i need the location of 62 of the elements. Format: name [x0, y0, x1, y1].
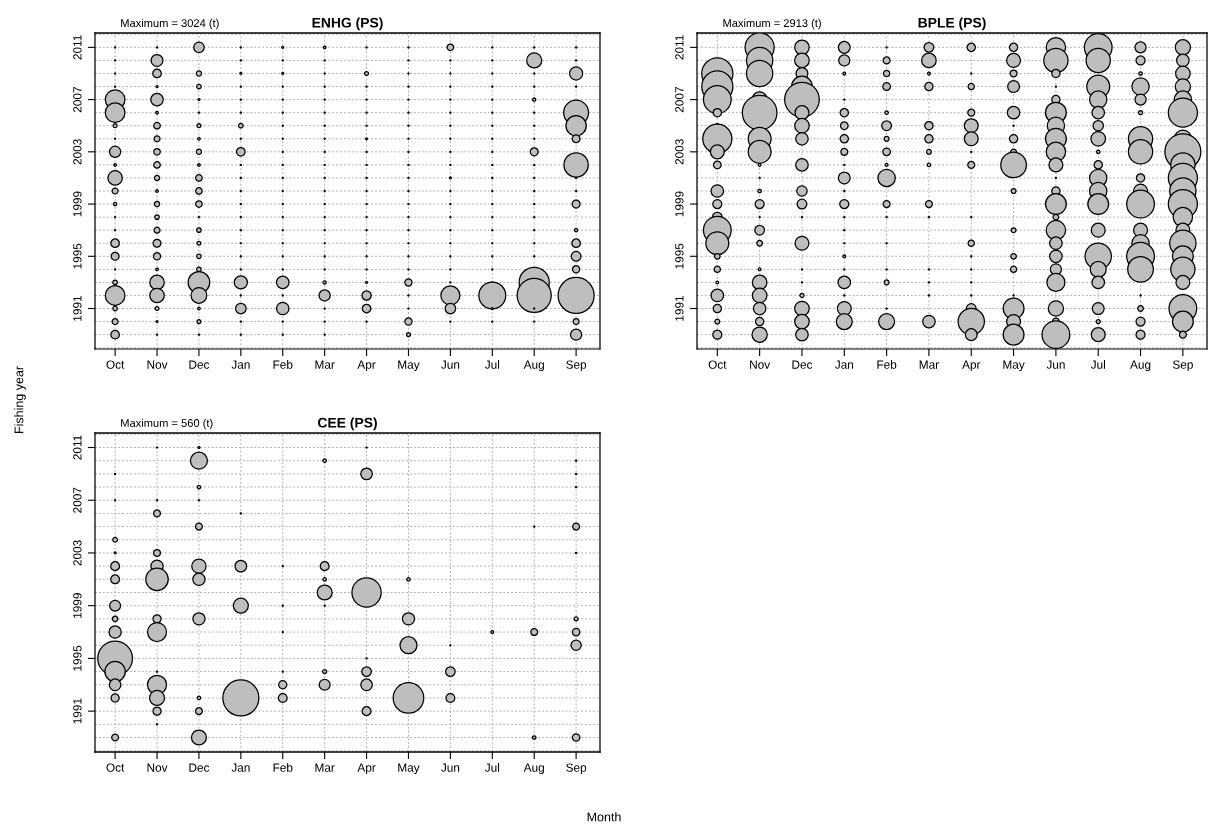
chart-title: CEE (PS)	[317, 417, 377, 431]
x-tick-label: Nov	[147, 763, 168, 772]
chart-title: BPLE (PS)	[918, 17, 986, 31]
x-tick-label: Sep	[566, 763, 587, 775]
x-tick-label: May	[398, 763, 420, 775]
x-tick-label: Apr	[357, 763, 376, 775]
x-tick-label: Dec	[792, 360, 813, 369]
x-tick-label: Aug	[523, 360, 544, 372]
x-tick-label: Apr	[357, 360, 376, 372]
x-tick-label: Dec	[189, 360, 210, 369]
x-tick-label: Jul	[484, 763, 500, 772]
x-tick-label: Apr	[962, 360, 981, 372]
x-tick-label: May	[1003, 360, 1025, 372]
x-tick-label: Nov	[147, 360, 168, 369]
y-tick-label: 1995	[73, 243, 82, 269]
x-tick-label: Aug	[523, 763, 544, 775]
y-tick-label: 2007	[73, 87, 82, 113]
x-tick-label: Oct	[106, 763, 125, 772]
y-axis-title: Fishing year	[14, 366, 26, 434]
x-tick-label: Sep	[566, 360, 587, 372]
y-tick-label: 1995	[675, 243, 684, 269]
y-tick-label: 2003	[675, 139, 684, 165]
x-tick-label: Oct	[708, 360, 727, 369]
y-tick-label: 2011	[73, 35, 82, 60]
x-tick-label: Sep	[1172, 360, 1193, 372]
x-tick-label: Feb	[273, 763, 293, 772]
x-tick-label: Feb	[273, 360, 293, 369]
x-axis-title: Month	[587, 812, 621, 822]
y-tick-label: 1999	[73, 191, 82, 217]
x-tick-label: Jan	[231, 763, 250, 772]
y-tick-label: 2003	[73, 540, 82, 566]
y-tick-label: 1999	[675, 191, 684, 217]
x-tick-label: May	[398, 360, 420, 372]
y-tick-label: 2011	[675, 35, 684, 60]
x-tick-label: Jun	[1046, 360, 1065, 369]
y-tick-label: 1991	[73, 698, 82, 724]
x-tick-label: Aug	[1130, 360, 1151, 372]
y-tick-label: 1991	[73, 295, 82, 321]
chart-title: ENHG (PS)	[312, 17, 383, 31]
x-tick-label: Jun	[441, 763, 460, 772]
y-tick-label: 2007	[675, 87, 684, 113]
text: Maximum = 560 (t)	[121, 418, 213, 430]
x-tick-label: Jun	[441, 360, 460, 369]
text: Maximum = 3024 (t)	[121, 18, 219, 30]
x-tick-label: Jan	[231, 360, 250, 369]
y-tick-label: 1995	[73, 645, 82, 671]
x-tick-label: Dec	[189, 763, 210, 772]
y-tick-label: 1999	[73, 593, 82, 618]
x-tick-label: Oct	[106, 360, 125, 369]
y-tick-label: 2003	[73, 139, 82, 165]
x-tick-label: Jan	[834, 360, 854, 369]
x-tick-label: Jul	[1090, 360, 1105, 369]
text: Maximum = 2913 (t)	[723, 18, 821, 30]
x-tick-label: Mar	[315, 360, 335, 369]
x-tick-label: Nov	[750, 360, 771, 369]
x-tick-label: Jul	[484, 360, 500, 369]
x-tick-label: Feb	[877, 360, 897, 369]
y-tick-label: 2011	[73, 435, 82, 460]
y-tick-label: 1991	[675, 295, 684, 321]
x-tick-label: Mar	[919, 360, 939, 369]
x-tick-label: Mar	[315, 763, 335, 772]
y-tick-label: 2007	[73, 487, 82, 513]
